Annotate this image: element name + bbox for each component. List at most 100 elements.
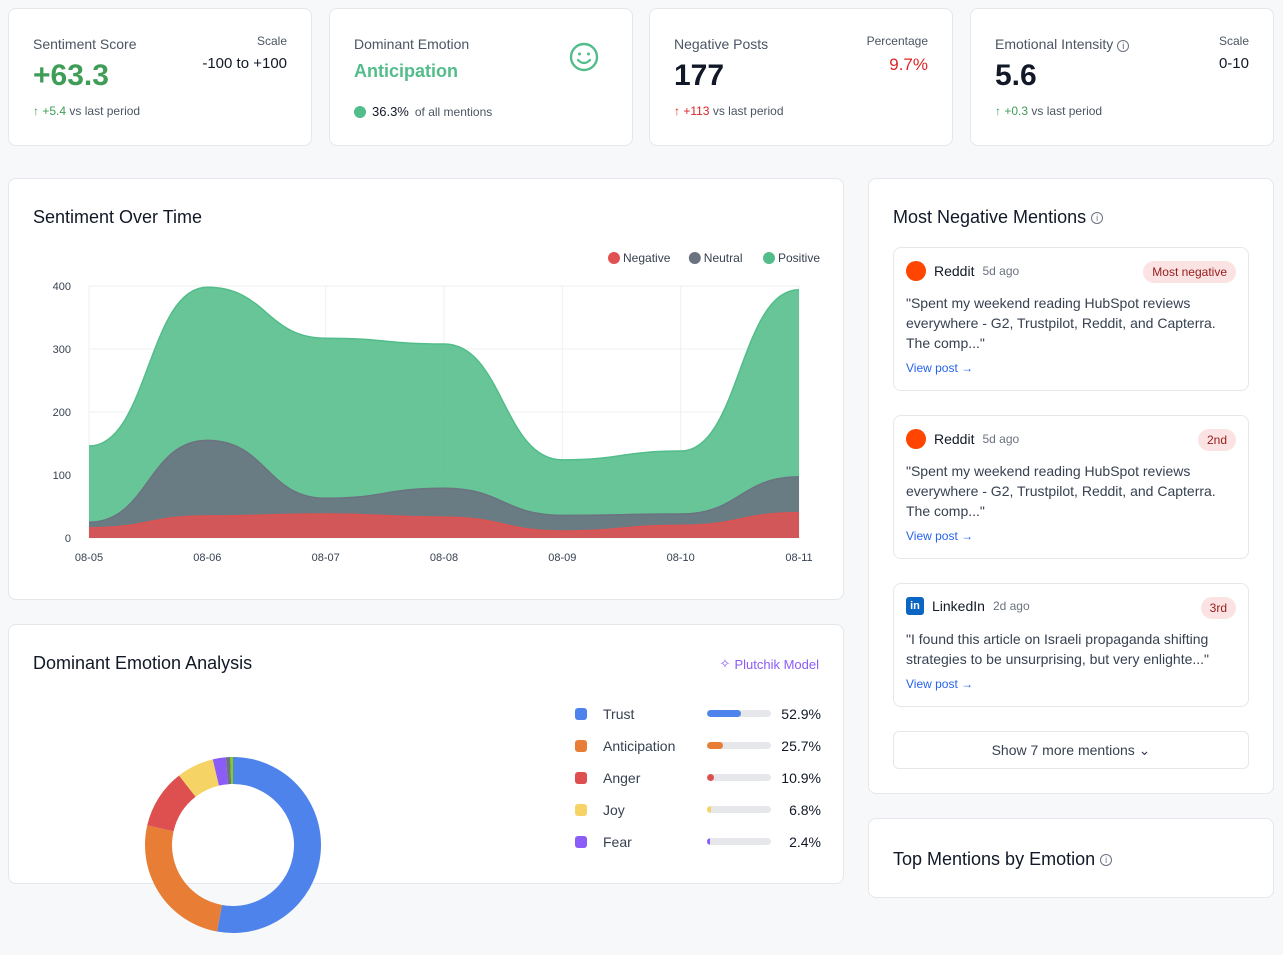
time-ago: 2d ago [992, 599, 1030, 613]
donut-slice-anticipation [145, 825, 222, 932]
reddit-icon [906, 261, 926, 281]
card-title: Most Negative Mentions i [893, 207, 1104, 228]
kpi-label: Negative Posts [674, 36, 769, 52]
progress-bar [707, 838, 771, 845]
legend-swatch [688, 252, 701, 264]
arrow-up-icon: ↑ [674, 104, 684, 118]
x-tick-label: 08-08 [430, 552, 458, 564]
linkedin-icon: in [906, 597, 924, 615]
emotion-row-joy: Joy 6.8% [575, 801, 821, 821]
view-post-link[interactable]: View post → [906, 529, 974, 543]
dominant-emotion-card: Dominant Emotion Analysis ✧ Plutchik Mode… [8, 624, 844, 933]
emotion-name: Anger [603, 770, 641, 786]
scale-value: 0-10 [1218, 55, 1249, 72]
kpi-value: 5.6 [995, 59, 1037, 92]
info-icon[interactable]: i [1117, 40, 1130, 52]
progress-fill [707, 806, 712, 813]
rank-badge: 3rd [1200, 597, 1236, 619]
sentiment-area-chart: 0 100 200 300 400 08-05 08-06 08-07 08-08 08-09 08… [53, 251, 821, 564]
delta: +0.3 [1004, 104, 1029, 118]
x-tick-label: 08-09 [548, 552, 576, 564]
info-icon[interactable]: i [1100, 854, 1113, 867]
kpi-value: +63.3 [33, 59, 109, 92]
emotion-name: Trust [603, 706, 635, 722]
delta-suffix: vs last period [712, 104, 784, 118]
card-title: Sentiment Over Time [33, 207, 203, 227]
kpi-negative-posts: Negative Posts 177 Percentage 9.7% ↑ +11… [649, 8, 953, 146]
mention-card[interactable]: Reddit 5d ago Most negative "Spent my wee… [893, 247, 1249, 391]
emotion-percent: 25.7% [781, 738, 821, 754]
kpi-emotional-intensity: Emotional Intensity i 5.6 Scale 0-10 ↑ +… [970, 8, 1274, 146]
mention-text: "Spent my weekend reading HubSpot review… [906, 295, 1216, 351]
donut-slice-other [230, 757, 233, 785]
y-tick-label: 100 [53, 470, 71, 482]
kpi-dominant-emotion: Dominant Emotion Anticipation 36.3% of al… [329, 8, 633, 146]
pct-label: Percentage [866, 34, 928, 48]
show-more-button[interactable]: Show 7 more mentions ⌄ [893, 731, 1249, 769]
y-tick-label: 400 [53, 281, 71, 293]
kpi-value: 177 [674, 59, 725, 92]
donut-slice-other [225, 757, 232, 785]
kpi-label: Sentiment Score [33, 36, 137, 52]
color-swatch [575, 836, 587, 848]
emotion-name: Joy [603, 802, 625, 818]
scale-label: Scale [256, 34, 287, 48]
legend-swatch [763, 252, 775, 264]
arrow-up-icon: ↑ [995, 104, 1005, 118]
progress-bar [707, 806, 771, 813]
emotion-name: Fear [603, 834, 632, 850]
y-tick-label: 300 [53, 344, 71, 356]
emotion-name: Anticipation [603, 738, 676, 754]
label-text: Emotional Intensity [995, 36, 1114, 52]
most-negative-mentions-card: Most Negative Mentions i Reddit 5d ago Mo… [868, 178, 1274, 794]
legend-label: Neutral [704, 251, 743, 265]
emotion-percent: 2.4% [789, 834, 821, 850]
source: Reddit [934, 263, 975, 279]
delta: +113 [683, 104, 710, 118]
source: Reddit [934, 431, 975, 447]
card-title: Top Mentions by Emotion i [893, 849, 1113, 870]
kpi-label: Emotional Intensity i [995, 36, 1130, 52]
delta: +5.4 [42, 104, 67, 118]
color-swatch [575, 804, 587, 816]
y-tick-label: 200 [53, 407, 71, 419]
area-neutral [89, 440, 799, 538]
title-text: Top Mentions by Emotion [893, 849, 1096, 869]
progress-bar [707, 774, 771, 781]
time-ago: 5d ago [982, 264, 1020, 278]
emotion-donut-chart [145, 757, 321, 933]
pct-value: 9.7% [889, 55, 928, 74]
delta-suffix: vs last period [69, 104, 141, 118]
plutchik-model-link[interactable]: ✧ Plutchik Model [720, 656, 819, 672]
y-tick-label: 0 [65, 533, 71, 545]
donut-slice-joy [179, 759, 219, 797]
share: 36.3% [372, 104, 409, 119]
color-swatch [575, 772, 587, 784]
emotion-percent: 6.8% [789, 802, 821, 818]
rank-badge: Most negative [1143, 261, 1236, 283]
sentiment-over-time-card: Sentiment Over Time 0 100 200 300 400 08-05 08… [8, 178, 844, 600]
button-label: Show 7 more mentions [991, 742, 1135, 758]
legend-label: Negative [623, 251, 671, 265]
view-post-link[interactable]: View post → [906, 677, 974, 691]
donut-slice-anger [147, 775, 196, 832]
x-tick-label: 08-05 [75, 552, 103, 564]
delta-suffix: vs last period [1031, 104, 1103, 118]
mention-card[interactable]: in LinkedIn 2d ago 3rd "I found this artic… [893, 583, 1249, 707]
x-tick-label: 08-07 [312, 552, 340, 564]
view-post-link[interactable]: View post → [906, 361, 974, 375]
legend-swatch [608, 252, 620, 264]
color-swatch [575, 708, 587, 720]
area-negative [89, 512, 799, 538]
mention-card[interactable]: Reddit 5d ago 2nd "Spent my weekend readi… [893, 415, 1249, 559]
kpi-value: Anticipation [354, 61, 458, 81]
time-ago: 5d ago [982, 432, 1020, 446]
scale-value: -100 to +100 [202, 55, 287, 72]
x-tick-label: 08-06 [193, 552, 221, 564]
sparkle-icon: ✧ [719, 656, 731, 671]
mention-text: "I found this article on Israeli propaga… [906, 631, 1210, 667]
progress-fill [707, 774, 714, 781]
smiley-icon [569, 42, 599, 72]
emotion-row-anticipation: Anticipation 25.7% [575, 737, 821, 757]
info-icon[interactable]: i [1091, 212, 1104, 225]
